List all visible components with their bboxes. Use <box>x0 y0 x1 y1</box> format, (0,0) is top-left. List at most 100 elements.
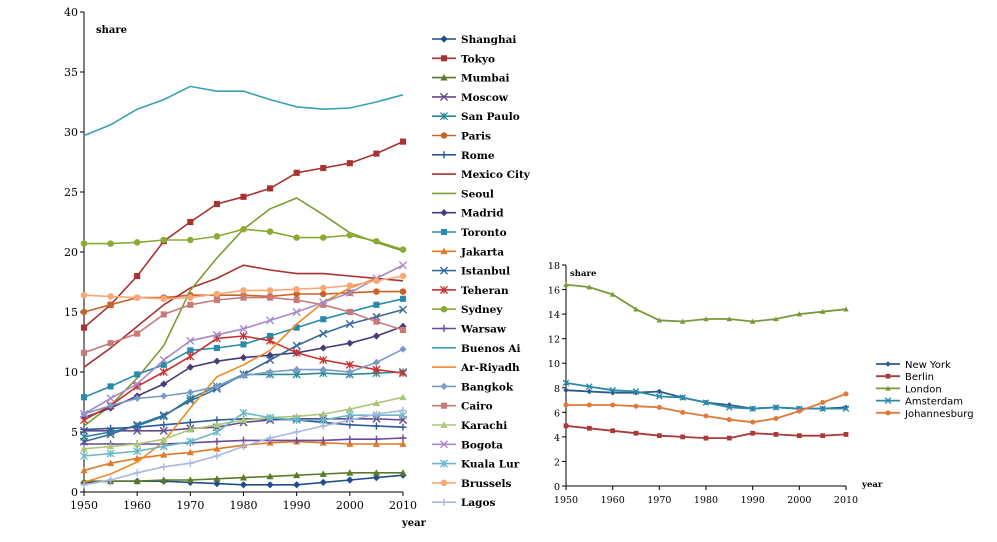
left-legend-label: Lagos <box>461 497 496 509</box>
left-data-point-toronto <box>240 341 247 348</box>
left-data-point-madrid <box>266 351 274 359</box>
right-x-tick-label: 1980 <box>694 495 718 506</box>
right-data-point-london <box>819 308 826 314</box>
left-data-point-cairo <box>267 294 274 301</box>
left-data-point-brussels <box>107 293 114 300</box>
left-y-tick-label: 35 <box>64 66 78 79</box>
left-data-point-lagos <box>160 463 168 471</box>
left-legend-label: Teheran <box>461 285 509 297</box>
right-data-point-berlin <box>843 432 849 437</box>
left-data-point-brussels <box>240 287 247 294</box>
left-y-tick-label: 5 <box>71 426 78 439</box>
left-data-point-sydney <box>346 231 354 239</box>
left-data-point-lagos <box>293 428 301 436</box>
left-legend-entry-jakarta: Jakarta <box>432 246 504 258</box>
left-legend-label: Madrid <box>461 208 504 220</box>
left-data-point-lagos <box>319 422 327 430</box>
right-data-point-amsterdam <box>772 404 780 411</box>
left-data-point-cairo <box>134 330 141 337</box>
left-data-point-warsaw <box>293 436 301 444</box>
left-data-point-karachi <box>319 410 327 417</box>
left-data-point-tokyo <box>399 138 407 145</box>
left-legend-marker <box>439 112 449 121</box>
right-series-line-london <box>565 283 847 323</box>
left-legend-label: Cairo <box>461 401 493 413</box>
left-data-point-jakarta <box>346 440 354 447</box>
right-data-point-london <box>586 284 593 290</box>
left-data-point-jakarta <box>160 451 168 458</box>
left-data-point-kuala-lumpur <box>79 451 89 461</box>
right-data-point-berlin <box>656 433 662 439</box>
left-legend-marker <box>440 74 448 81</box>
left-series-cairo <box>80 294 407 356</box>
left-data-point-teheran <box>319 355 328 365</box>
left-data-point-karachi <box>80 445 88 452</box>
left-data-point-toronto <box>293 324 300 331</box>
left-legend-label: Bogota <box>461 439 503 451</box>
left-data-point-karachi <box>239 416 248 423</box>
left-data-point-sydney <box>133 239 141 246</box>
left-data-point-karachi <box>213 421 221 428</box>
left-data-point-rome <box>160 421 168 429</box>
left-data-point-sydney <box>187 236 194 244</box>
left-data-point-mumbai <box>239 474 248 481</box>
left-data-point-lagos <box>80 481 88 489</box>
left-legend-entry-rome: Rome <box>432 150 495 162</box>
left-data-point-mumbai <box>186 476 194 483</box>
left-data-point-moscow <box>159 426 168 435</box>
left-data-point-istanbul <box>186 396 195 405</box>
right-data-point-johannesburg <box>680 409 686 415</box>
left-series-line-buenos-aires <box>83 85 404 137</box>
left-legend-entry-bogota: Bogota <box>432 439 503 451</box>
left-legend-entry-ar-riyadh: Ar-Riyadh <box>432 362 520 374</box>
right-data-point-berlin <box>726 435 732 441</box>
left-data-point-brussels <box>160 295 167 303</box>
left-data-point-cairo <box>320 301 327 308</box>
left-data-point-mumbai <box>346 469 354 476</box>
left-data-point-cairo <box>187 301 194 308</box>
left-data-point-shanghai <box>319 478 327 486</box>
left-x-tick-label: 2000 <box>336 499 364 512</box>
left-data-point-bogota <box>239 324 248 333</box>
right-legend-label: New York <box>905 360 951 371</box>
left-data-point-cairo <box>213 296 220 304</box>
left-legend-entry-cairo: Cairo <box>432 401 493 413</box>
left-data-point-brussels <box>133 294 141 301</box>
left-legend-label: Toronto <box>461 227 507 239</box>
left-legend-label: Buenos Ai <box>461 343 521 355</box>
left-data-point-cairo <box>399 326 407 334</box>
left-data-point-karachi <box>106 442 115 450</box>
left-data-point-bogota <box>79 409 89 419</box>
right-data-point-amsterdam <box>702 399 710 406</box>
chart-left: 0 5 10 15 20 25 30 35 40 1950 1960 1970 1980 1990 2000… <box>64 6 531 529</box>
left-data-point-warsaw <box>213 438 221 446</box>
left-data-point-mumbai <box>266 472 274 480</box>
left-data-point-brussels <box>266 287 274 294</box>
right-legend-marker <box>885 373 891 379</box>
right-legend-marker <box>885 361 891 367</box>
right-y-tick-label: 18 <box>548 261 560 272</box>
left-data-point-tokyo <box>346 160 353 167</box>
right-y-tick-label: 12 <box>548 335 560 346</box>
right-legend-marker <box>884 397 892 404</box>
left-data-point-teheran <box>398 369 408 378</box>
left-legend-label: Warsaw <box>460 324 507 336</box>
left-data-point-brussels <box>80 291 88 299</box>
left-data-point-teheran <box>159 367 168 377</box>
left-data-point-bogota <box>159 355 168 365</box>
left-legend-label: Mumbai <box>461 73 510 85</box>
left-data-point-paris <box>293 290 300 298</box>
left-x-tick-label: 1950 <box>70 499 98 512</box>
left-legend-entry-toronto: Toronto <box>432 227 507 239</box>
right-legend-entry-amsterdam: Amsterdam <box>876 397 963 408</box>
left-legend-label: Bangkok <box>461 381 514 393</box>
left-data-point-brussels <box>187 294 194 301</box>
right-series-johannesburg <box>563 391 849 425</box>
left-legend-marker <box>440 132 448 139</box>
left-legend-label: Paris <box>461 131 491 143</box>
left-legend-marker <box>440 228 448 236</box>
left-legend-label: Brussels <box>461 478 512 490</box>
right-data-point-amsterdam <box>632 388 640 395</box>
left-data-point-bogota <box>106 394 115 403</box>
left-data-point-teheran <box>186 352 195 361</box>
